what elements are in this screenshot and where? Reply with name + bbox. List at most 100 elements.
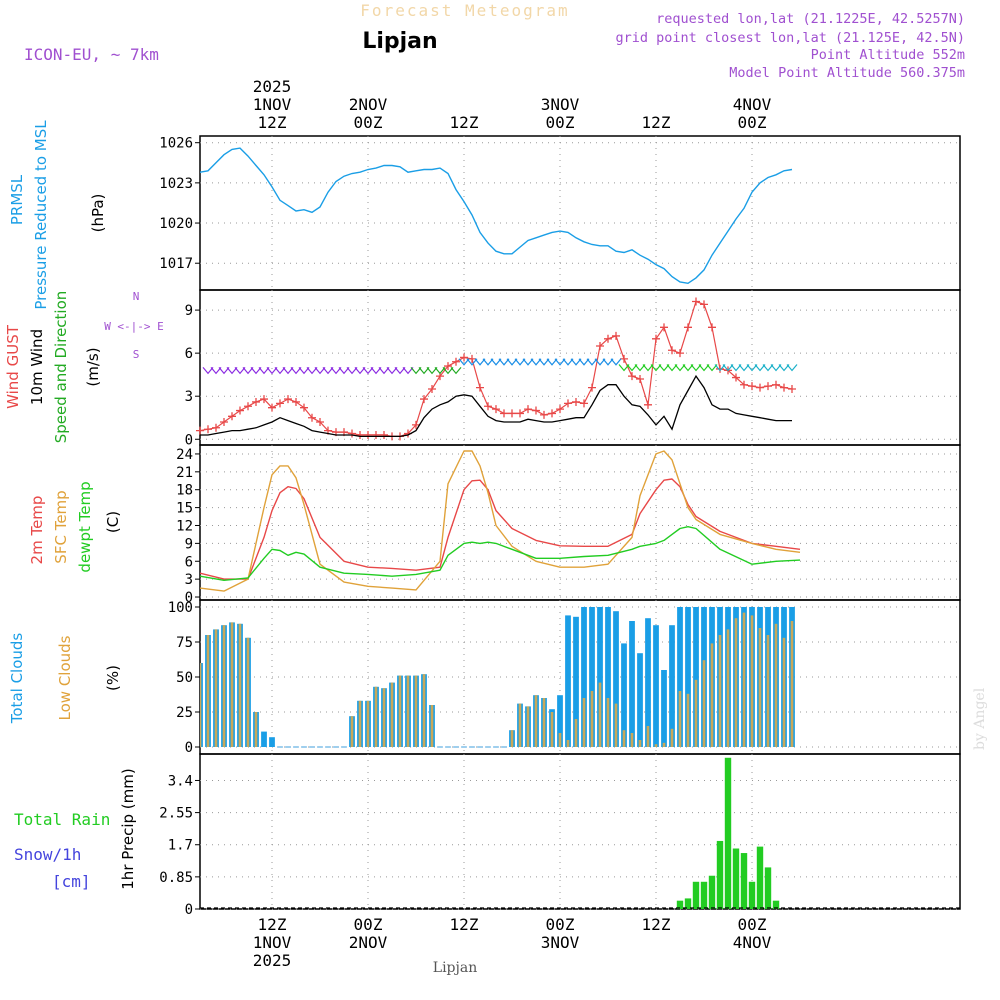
wind-direction-arrow xyxy=(578,358,590,366)
top-tick-label: 12Z xyxy=(450,113,479,132)
wind-direction-arrow xyxy=(234,366,246,375)
compass-north: N xyxy=(133,290,140,303)
gust-marker xyxy=(612,331,620,340)
gust-marker xyxy=(652,334,660,343)
low-cloud-bar xyxy=(622,730,626,747)
wind-direction-arrow xyxy=(386,366,398,375)
top-tick-label: 12Z xyxy=(642,113,671,132)
low-cloud-bar xyxy=(710,643,714,747)
wind-direction-arrow xyxy=(306,366,318,375)
rain-bar xyxy=(732,848,740,909)
y-tick-label: 0 xyxy=(185,432,193,448)
y-tick-label: 21 xyxy=(176,465,193,481)
total-cloud-bar xyxy=(685,607,691,747)
bottom-tick-label: 4NOV xyxy=(733,933,772,952)
location-title: Lipjan xyxy=(362,29,437,54)
wind-direction-arrow xyxy=(762,364,774,372)
wind-direction-arrow xyxy=(522,358,534,366)
gust-marker xyxy=(596,341,604,350)
panel-label-low-clouds: Low Clouds xyxy=(56,635,74,720)
gust-marker xyxy=(412,420,420,429)
wind-direction-arrow xyxy=(378,366,390,375)
total-cloud-bar xyxy=(637,653,643,747)
y-tick-label: 50 xyxy=(176,670,193,686)
panel-label-units: (hPa) xyxy=(89,194,107,233)
gust-marker xyxy=(220,418,228,427)
low-cloud-bar xyxy=(358,700,362,747)
gust-marker xyxy=(684,323,692,332)
low-cloud-bar xyxy=(246,637,250,747)
wind-direction-arrow xyxy=(666,364,678,372)
wind-direction-arrow xyxy=(618,364,630,372)
rain-bar xyxy=(716,840,724,909)
gust-marker xyxy=(236,406,244,415)
low-cloud-bar xyxy=(566,740,570,747)
gust-marker xyxy=(716,364,724,373)
gust-marker xyxy=(468,354,476,363)
top-tick-label: 12Z xyxy=(258,113,287,132)
top-tick-label: 2NOV xyxy=(349,95,388,114)
low-cloud-bar xyxy=(662,742,666,747)
y-tick-label: 100 xyxy=(168,600,193,616)
y-tick-label: 0 xyxy=(185,902,193,918)
low-cloud-bar xyxy=(518,703,522,747)
t2m-line xyxy=(200,478,801,580)
compass-south: S xyxy=(133,348,140,361)
model-altitude: Model Point Altitude 560.375m xyxy=(729,65,965,81)
total-cloud-bar xyxy=(693,607,699,747)
total-cloud-bar xyxy=(269,737,275,747)
panel-label-units: (m/s) xyxy=(84,347,102,386)
low-cloud-bar xyxy=(374,686,378,747)
wind-direction-arrow xyxy=(746,364,758,372)
gust-marker xyxy=(564,399,572,408)
wind-direction-arrow xyxy=(330,366,342,375)
gust-marker xyxy=(204,425,212,434)
gust-marker xyxy=(292,397,300,406)
gust-marker xyxy=(228,412,236,421)
y-tick-label: 3 xyxy=(185,572,193,588)
panel-label-units: 1hr Precip (mm) xyxy=(119,768,137,889)
point-altitude: Point Altitude 552m xyxy=(811,47,965,63)
low-cloud-bar xyxy=(670,728,674,747)
wind-direction-arrow xyxy=(538,358,550,366)
total-cloud-bar xyxy=(261,731,267,747)
gust-marker xyxy=(620,354,628,363)
top-tick-label: 00Z xyxy=(738,113,767,132)
gust-marker xyxy=(508,409,516,418)
wind-direction-arrow xyxy=(314,366,326,375)
panel-label-direction: Speed and Direction xyxy=(52,291,70,444)
gust-marker xyxy=(308,413,316,422)
wind-direction-arrow xyxy=(354,366,366,375)
gust-marker xyxy=(364,430,372,439)
low-cloud-bar xyxy=(254,712,258,747)
wind-direction-arrow xyxy=(602,358,614,366)
compass-west-east: W <-|-> E xyxy=(104,320,164,333)
low-cloud-bar xyxy=(382,688,386,747)
total-cloud-bar xyxy=(597,607,603,747)
low-cloud-bar xyxy=(726,629,730,747)
panel-label-prmsl: PRMSL xyxy=(8,174,26,225)
panel-label-units: (%) xyxy=(104,665,122,691)
gust-marker xyxy=(700,300,708,309)
total-cloud-bar xyxy=(613,611,619,747)
gust-marker xyxy=(708,323,716,332)
low-cloud-bar xyxy=(758,628,762,747)
total-cloud-bar xyxy=(629,621,635,747)
gust-marker xyxy=(756,383,764,392)
panel-label-units: (C) xyxy=(104,511,122,533)
panel-frame xyxy=(199,753,961,910)
low-cloud-bar xyxy=(734,618,738,747)
low-cloud-bar xyxy=(366,700,370,747)
wind-direction-arrow xyxy=(706,364,718,372)
panel-label-total-rain: Total Rain xyxy=(14,810,110,829)
bottom-tick-label: 2025 xyxy=(253,951,292,970)
low-cloud-bar xyxy=(430,705,434,747)
low-cloud-bar xyxy=(790,621,794,747)
wind-direction-arrow xyxy=(370,366,382,375)
panel-label-wind: 10m Wind xyxy=(28,329,46,405)
low-cloud-bar xyxy=(398,675,402,747)
panel-label-pressure: Pressure Reduced to MSL xyxy=(32,120,50,310)
total-cloud-bar xyxy=(621,643,627,747)
